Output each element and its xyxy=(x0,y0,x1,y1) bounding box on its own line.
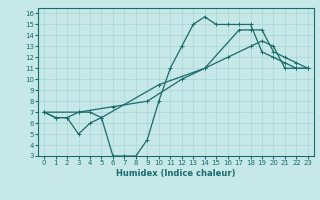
X-axis label: Humidex (Indice chaleur): Humidex (Indice chaleur) xyxy=(116,169,236,178)
